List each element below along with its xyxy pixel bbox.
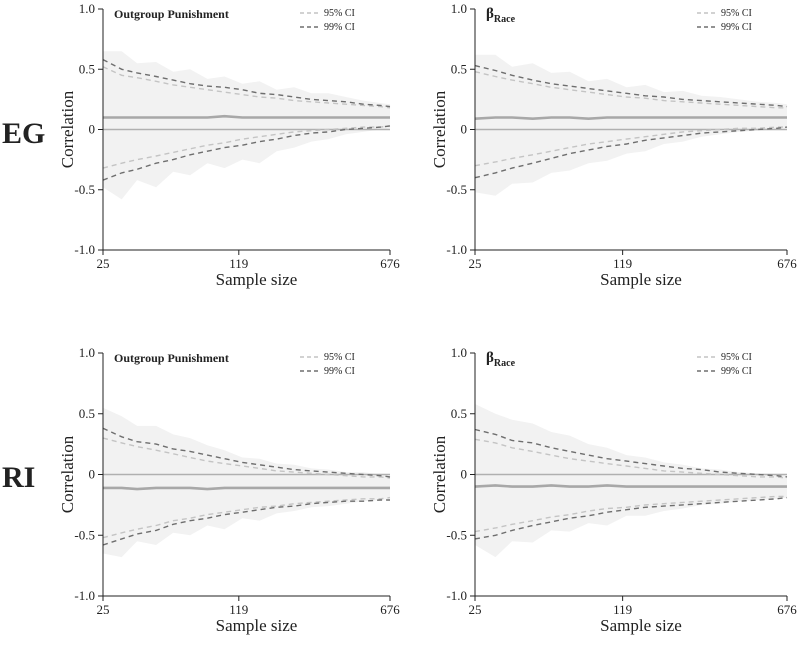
y-tick-label: 1.0 — [451, 345, 467, 360]
x-tick-label: 119 — [613, 602, 632, 617]
y-tick-label: 0 — [461, 467, 468, 482]
x-tick-label: 119 — [229, 256, 248, 271]
x-axis-title: Sample size — [216, 616, 298, 635]
legend-label-99: 99% CI — [324, 22, 355, 33]
y-tick-label: -1.0 — [446, 588, 467, 603]
panel-title-subscript: Race — [494, 14, 516, 25]
y-axis-title: Correlation — [58, 435, 77, 513]
x-tick-label: 676 — [380, 602, 400, 617]
legend-label-95: 95% CI — [721, 352, 752, 363]
x-tick-label: 676 — [777, 602, 797, 617]
y-tick-label: -0.5 — [74, 182, 95, 197]
series-line-estimate — [474, 116, 787, 121]
y-axis-title: Correlation — [58, 90, 77, 168]
legend-label-99: 99% CI — [721, 366, 752, 377]
y-tick-label: 0 — [89, 467, 96, 482]
x-axis-title: Sample size — [600, 270, 682, 289]
y-axis-title: Correlation — [430, 90, 449, 168]
y-tick-label: 0.5 — [79, 406, 95, 421]
y-tick-label: 1.0 — [79, 1, 95, 16]
y-tick-label: -0.5 — [446, 527, 467, 542]
panel-1: 1.0 0.5 0 -0.5 -1.025 119 676 Sample size Correl… — [58, 1, 400, 289]
y-tick-label: 0 — [89, 122, 96, 137]
series-line-estimate — [474, 484, 787, 488]
series-line-ci99-upper — [474, 428, 788, 478]
x-tick-label: 676 — [777, 256, 797, 271]
panel-4: 1.0 0.5 0 -0.5 -1.025 119 676 Sample size Correl… — [430, 345, 797, 635]
confidence-band — [103, 51, 390, 200]
y-tick-label: 1.0 — [79, 345, 95, 360]
legend-label-99: 99% CI — [324, 366, 355, 377]
panel-title: Outgroup Punishment — [114, 351, 229, 365]
panel-3: 1.0 0.5 0 -0.5 -1.025 119 676 Sample size Correl… — [58, 345, 400, 635]
y-tick-label: 0 — [461, 122, 468, 137]
series-line-estimate — [103, 114, 390, 119]
confidence-band — [475, 54, 787, 196]
panel-title: βRace — [486, 6, 516, 25]
series-line-ci95-lower — [474, 126, 787, 167]
row-label-ri: RI — [2, 461, 35, 494]
row-label-eg: EG — [2, 117, 45, 150]
panel-title-main: β — [486, 6, 494, 22]
series-line-estimate — [103, 486, 390, 491]
panel-title-main: β — [486, 350, 494, 366]
y-axis-title: Correlation — [430, 435, 449, 513]
x-tick-label: 676 — [380, 256, 400, 271]
y-tick-label: -1.0 — [446, 242, 467, 257]
series-line-ci99-upper — [474, 64, 788, 108]
panel-title: Outgroup Punishment — [114, 7, 229, 21]
legend-label-95: 95% CI — [324, 352, 355, 363]
y-tick-label: 0.5 — [79, 61, 95, 76]
y-tick-label: -0.5 — [74, 527, 95, 542]
series-line-ci95-upper — [474, 71, 787, 109]
panel-title: βRace — [486, 350, 516, 369]
panel-2: 1.0 0.5 0 -0.5 -1.025 119 676 Sample size Correl… — [430, 1, 797, 289]
legend-label-95: 95% CI — [721, 8, 752, 19]
x-tick-label: 25 — [97, 602, 110, 617]
x-tick-label: 25 — [469, 602, 482, 617]
y-tick-label: 0.5 — [451, 406, 467, 421]
y-tick-label: 0.5 — [451, 61, 467, 76]
confidence-band — [475, 404, 787, 558]
y-tick-label: -1.0 — [74, 242, 95, 257]
y-tick-label: 1.0 — [451, 1, 467, 16]
x-axis-title: Sample size — [216, 270, 298, 289]
series-line-ci99-lower — [474, 126, 788, 179]
x-tick-label: 119 — [229, 602, 248, 617]
x-axis-title: Sample size — [600, 616, 682, 635]
x-tick-label: 119 — [613, 256, 632, 271]
x-tick-label: 25 — [469, 256, 482, 271]
legend-label-99: 99% CI — [721, 22, 752, 33]
confidence-band — [103, 407, 390, 558]
x-tick-label: 25 — [97, 256, 110, 271]
y-tick-label: -1.0 — [74, 588, 95, 603]
series-line-ci95-upper — [474, 438, 788, 479]
legend-label-95: 95% CI — [324, 8, 355, 19]
series-line-ci99-lower — [474, 496, 788, 540]
series-line-ci95-lower — [474, 495, 787, 533]
panel-title-subscript: Race — [494, 358, 516, 369]
y-tick-label: -0.5 — [446, 182, 467, 197]
